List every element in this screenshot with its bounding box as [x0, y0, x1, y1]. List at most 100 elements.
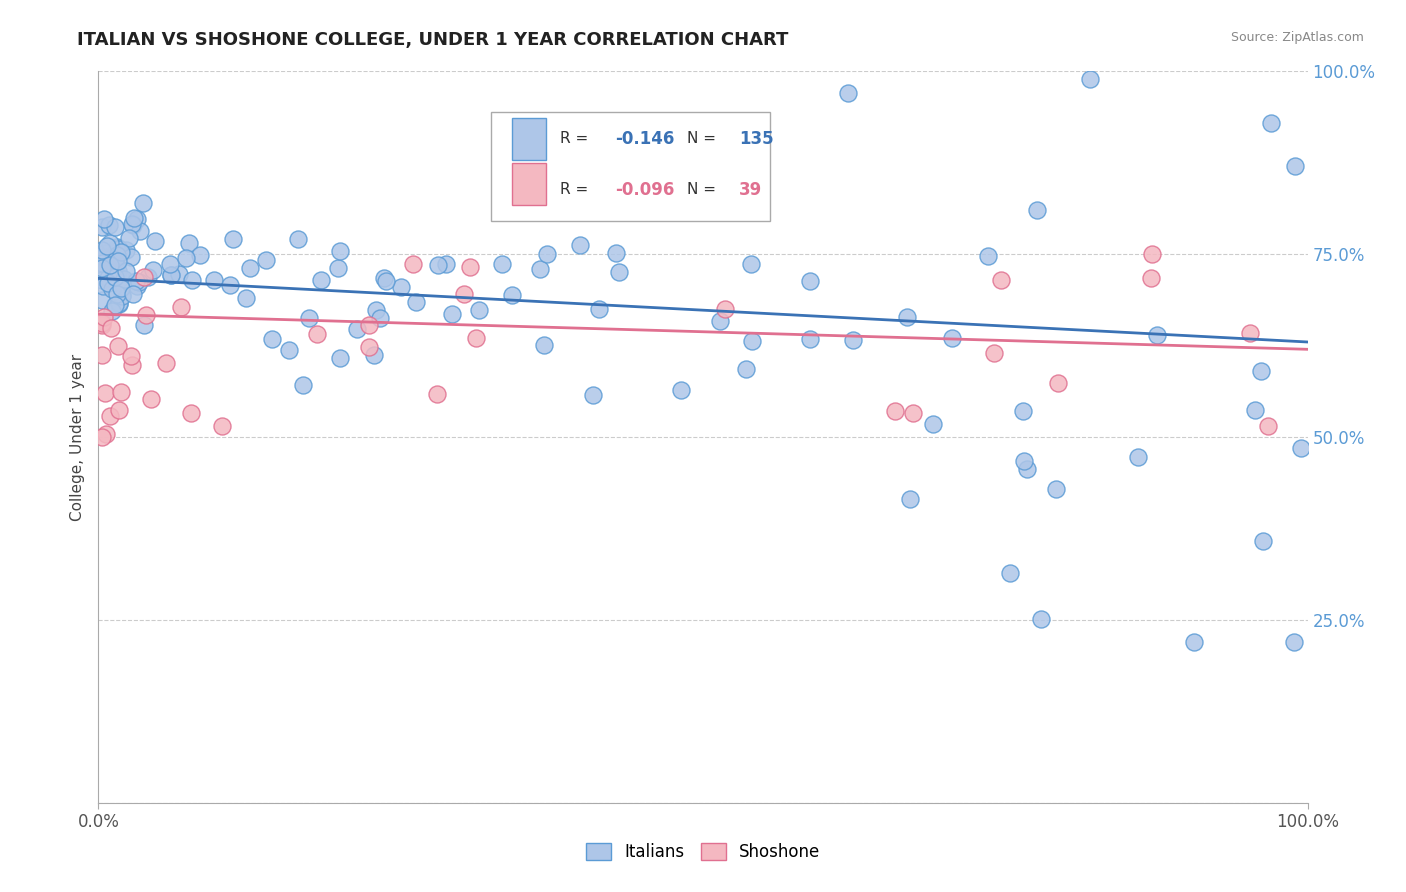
Point: [837, 87, 859, 101]
Point: [101, 259, 124, 273]
Point: [111, 289, 134, 303]
Point: [458, 260, 481, 274]
Point: [363, 348, 385, 362]
Point: [1140, 271, 1163, 285]
Point: [104, 265, 127, 279]
Point: [121, 217, 143, 231]
Point: [605, 245, 627, 260]
Point: [884, 403, 907, 417]
Point: [292, 378, 315, 392]
Point: [120, 251, 142, 265]
Point: [121, 218, 143, 232]
Point: [799, 274, 821, 288]
Point: [896, 310, 918, 324]
Point: [132, 269, 155, 284]
Point: [901, 406, 924, 420]
Point: [107, 264, 129, 278]
Point: [136, 270, 159, 285]
Point: [121, 358, 143, 372]
Point: [91, 244, 114, 258]
Point: [112, 272, 135, 286]
Point: [107, 253, 129, 268]
Point: [101, 262, 124, 277]
Point: [441, 307, 464, 321]
Point: [110, 281, 132, 295]
Point: [366, 303, 388, 318]
Point: [145, 234, 167, 248]
Point: [170, 300, 193, 314]
Point: [96, 250, 118, 264]
Point: [357, 340, 380, 354]
Point: [91, 293, 114, 307]
Point: [103, 220, 125, 235]
Point: [309, 273, 332, 287]
Point: [177, 235, 200, 250]
Point: [278, 343, 301, 357]
Point: [202, 273, 225, 287]
Point: [105, 287, 128, 301]
Point: [389, 280, 412, 294]
Point: [607, 265, 630, 279]
Point: [741, 334, 763, 348]
Point: [1012, 454, 1035, 468]
Point: [118, 231, 141, 245]
Point: [93, 211, 115, 226]
Point: [1257, 419, 1279, 434]
Legend: Italians, Shoshone: Italians, Shoshone: [579, 836, 827, 868]
Point: [326, 260, 349, 275]
Point: [1184, 635, 1206, 649]
Point: [740, 257, 762, 271]
Point: [125, 274, 148, 288]
Point: [1282, 635, 1305, 649]
Point: [91, 430, 114, 444]
Point: [1047, 376, 1070, 390]
Point: [842, 333, 865, 347]
Text: -0.146: -0.146: [614, 130, 673, 148]
Point: [990, 273, 1012, 287]
Point: [735, 362, 758, 376]
Point: [1244, 403, 1267, 417]
Point: [533, 338, 555, 352]
Point: [211, 419, 233, 434]
Point: [108, 297, 131, 311]
Point: [115, 243, 138, 257]
Text: N =: N =: [688, 131, 721, 146]
Point: [254, 253, 277, 268]
Point: [1015, 462, 1038, 476]
Text: ITALIAN VS SHOSHONE COLLEGE, UNDER 1 YEAR CORRELATION CHART: ITALIAN VS SHOSHONE COLLEGE, UNDER 1 YEA…: [77, 31, 789, 49]
Point: [287, 232, 309, 246]
Point: [122, 286, 145, 301]
Point: [160, 268, 183, 282]
Point: [98, 236, 121, 251]
Point: [453, 286, 475, 301]
Point: [1000, 566, 1022, 580]
Text: R =: R =: [561, 131, 593, 146]
Point: [582, 387, 605, 401]
Point: [239, 261, 262, 276]
Point: [124, 211, 146, 225]
Point: [94, 386, 117, 401]
Point: [91, 261, 114, 276]
Point: [181, 273, 204, 287]
Point: [1250, 364, 1272, 378]
Point: [465, 331, 488, 345]
Point: [97, 270, 120, 285]
Point: [91, 279, 114, 293]
Point: [402, 256, 425, 270]
Text: N =: N =: [688, 183, 721, 197]
Point: [346, 322, 368, 336]
Point: [101, 304, 124, 318]
Point: [426, 258, 449, 272]
Point: [1126, 450, 1149, 465]
Point: [96, 239, 118, 253]
Point: [134, 318, 156, 332]
Point: [434, 257, 457, 271]
Point: [131, 195, 153, 210]
Y-axis label: College, Under 1 year: College, Under 1 year: [69, 353, 84, 521]
Point: [221, 232, 243, 246]
Point: [373, 271, 395, 285]
Point: [1291, 441, 1313, 455]
Point: [426, 387, 449, 401]
Point: [107, 339, 129, 353]
Point: [405, 295, 427, 310]
